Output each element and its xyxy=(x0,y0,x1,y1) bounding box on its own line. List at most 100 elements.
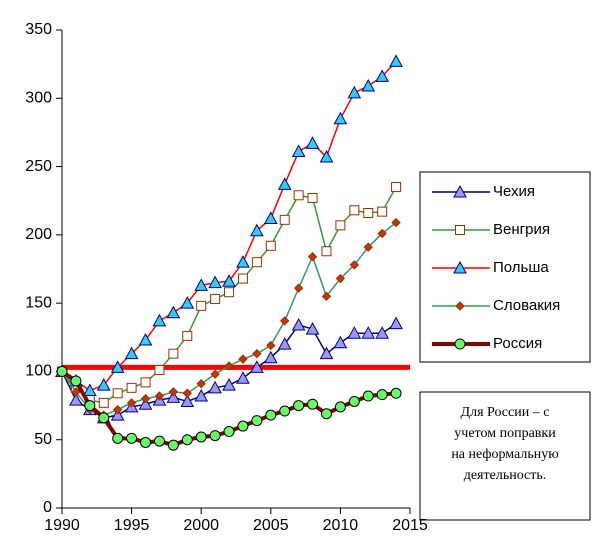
point xyxy=(307,252,318,262)
point xyxy=(347,326,362,339)
x-tick-label: 1995 xyxy=(114,517,150,534)
point xyxy=(375,326,390,339)
point xyxy=(166,390,181,403)
point xyxy=(84,400,96,412)
point xyxy=(112,404,123,415)
point xyxy=(140,436,152,448)
point xyxy=(237,420,249,432)
point xyxy=(98,397,109,408)
y-tick-label: 0 xyxy=(43,499,52,516)
point xyxy=(252,348,262,359)
x-tick-label: 2010 xyxy=(323,517,359,534)
point xyxy=(389,54,403,67)
annotation: учетом поправки xyxy=(454,426,556,441)
point xyxy=(335,273,346,284)
point xyxy=(138,332,153,346)
point xyxy=(319,346,334,360)
point xyxy=(167,439,179,451)
point xyxy=(277,177,292,190)
legend-label: Польша xyxy=(493,259,549,276)
point xyxy=(194,278,209,291)
point xyxy=(377,228,387,239)
point xyxy=(363,208,374,219)
point xyxy=(293,400,305,412)
point xyxy=(209,430,221,442)
point xyxy=(291,144,306,158)
legend-label: Россия xyxy=(493,335,542,352)
y-tick-label: 250 xyxy=(25,158,52,175)
annotation: деятельность. xyxy=(464,468,547,483)
point xyxy=(293,283,304,293)
point xyxy=(319,149,334,163)
point xyxy=(349,260,360,270)
legend-label: Венгрия xyxy=(493,221,550,238)
point xyxy=(152,313,167,327)
y-tick-label: 200 xyxy=(25,226,52,243)
point xyxy=(236,371,250,384)
point xyxy=(389,316,403,330)
point xyxy=(321,291,332,302)
point xyxy=(224,287,235,298)
x-tick-label: 2015 xyxy=(392,517,428,534)
point xyxy=(348,395,360,407)
point xyxy=(251,415,263,427)
point xyxy=(250,360,264,373)
point xyxy=(305,136,320,149)
legend-label: Чехия xyxy=(493,183,535,200)
y-tick-label: 350 xyxy=(25,21,52,38)
point xyxy=(362,390,374,402)
point xyxy=(126,382,137,393)
point xyxy=(263,211,278,224)
point xyxy=(320,408,332,420)
point xyxy=(182,330,193,341)
point xyxy=(196,379,206,389)
point xyxy=(140,377,151,388)
point xyxy=(363,242,373,252)
point xyxy=(82,383,97,397)
y-tick-label: 100 xyxy=(25,363,52,380)
point xyxy=(251,257,262,268)
point xyxy=(390,387,402,399)
point xyxy=(166,305,181,319)
point xyxy=(361,78,376,92)
point xyxy=(222,274,236,287)
point xyxy=(305,322,320,335)
point xyxy=(194,388,209,402)
point xyxy=(263,350,278,364)
point xyxy=(347,85,362,99)
point xyxy=(180,296,195,309)
point xyxy=(265,409,277,421)
x-tick-label: 2000 xyxy=(183,517,219,534)
point xyxy=(70,375,82,387)
point xyxy=(279,214,290,225)
legend-box xyxy=(419,171,591,363)
point xyxy=(182,388,192,398)
point xyxy=(210,294,221,305)
legend-marker xyxy=(454,338,466,350)
point xyxy=(124,346,139,360)
point xyxy=(293,190,304,201)
point xyxy=(180,394,195,407)
point xyxy=(154,391,165,401)
point xyxy=(126,432,138,444)
point xyxy=(333,335,348,349)
point xyxy=(321,246,332,257)
point xyxy=(222,378,236,391)
point xyxy=(266,340,276,351)
series-line xyxy=(61,60,397,392)
point xyxy=(335,220,346,231)
legend-marker xyxy=(455,301,465,311)
point xyxy=(349,205,360,216)
point xyxy=(208,275,222,289)
point xyxy=(376,389,388,401)
y-tick-label: 150 xyxy=(25,294,52,311)
point xyxy=(210,369,220,379)
point xyxy=(138,397,153,410)
point xyxy=(361,326,376,339)
legend-marker xyxy=(453,260,467,274)
y-tick-label: 50 xyxy=(34,431,52,448)
annotation: Для России – с xyxy=(461,405,550,420)
point xyxy=(112,432,124,444)
x-tick-label: 1990 xyxy=(44,517,80,534)
